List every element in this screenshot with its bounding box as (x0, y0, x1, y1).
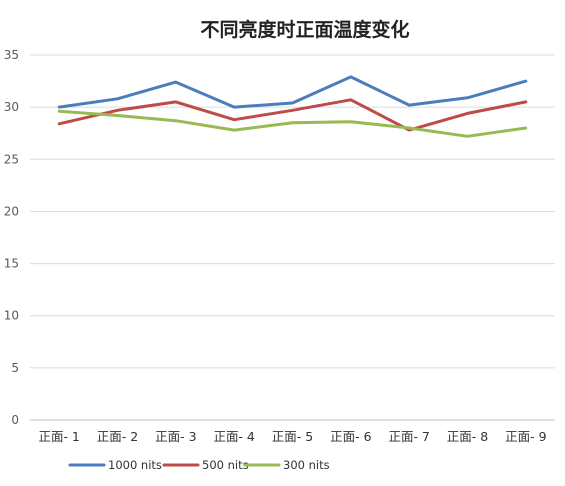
x-tick-label: 正面- 9 (505, 429, 546, 444)
x-tick-label: 正面- 6 (330, 429, 371, 444)
legend-label-0: 1000 nits (108, 458, 162, 472)
series-line-0 (57, 75, 528, 109)
y-tick-label: 30 (4, 100, 19, 114)
y-tick-label: 0 (11, 413, 19, 427)
y-tick-label: 25 (4, 152, 19, 166)
x-tick-label: 正面- 1 (38, 429, 79, 444)
legend-label-2: 300 nits (283, 458, 330, 472)
x-tick-label: 正面- 5 (272, 429, 313, 444)
y-tick-label: 10 (4, 309, 19, 323)
series-line-2 (57, 109, 528, 138)
series-line-1 (57, 98, 528, 132)
x-tick-label: 正面- 7 (388, 429, 429, 444)
y-tick-label: 5 (11, 361, 19, 375)
grid-lines (30, 54, 555, 421)
series-lines (57, 75, 528, 138)
x-tick-label: 正面- 8 (447, 429, 488, 444)
y-axis-ticks: 0 5 10 15 20 25 30 35 (4, 48, 19, 427)
chart-title: 不同亮度时正面温度变化 (200, 18, 409, 41)
legend-label-1: 500 nits (202, 458, 249, 472)
legend: 1000 nits 500 nits 300 nits (68, 458, 330, 472)
y-tick-label: 20 (4, 204, 19, 218)
x-tick-label: 正面- 2 (97, 429, 138, 444)
y-tick-label: 35 (4, 48, 19, 62)
x-axis-ticks: 正面- 1 正面- 2 正面- 3 正面- 4 正面- 5 正面- 6 正面- 7 正面- 8… (38, 429, 546, 444)
x-tick-label: 正面- 3 (155, 429, 196, 444)
x-tick-label: 正面- 4 (213, 429, 254, 444)
y-tick-label: 15 (4, 257, 19, 271)
